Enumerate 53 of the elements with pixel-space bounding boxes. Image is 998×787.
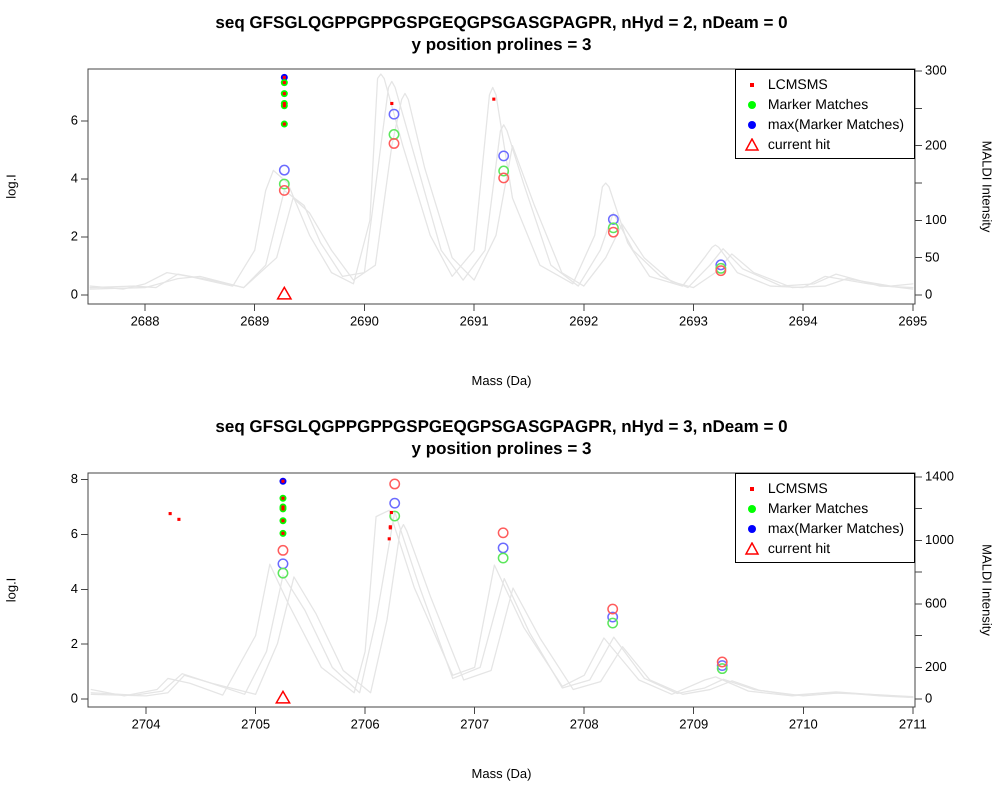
y-tick-label: 6 [70,112,78,128]
chart-subtitle: y position prolines = 3 [410,34,592,56]
y-tick-label: 2 [70,228,78,244]
x-tick-label: 2711 [898,716,927,732]
x-tick-label: 2691 [460,313,489,328]
x-tick-label: 2692 [569,313,598,328]
legend-label: LCMSMS [768,480,828,496]
x-tick-label: 2690 [350,313,379,328]
y-tick-label: 6 [70,526,78,542]
y-tick-label: 8 [70,471,78,486]
x-tick-label: 2693 [678,313,708,328]
legend-label: Marker Matches [768,96,868,112]
x-tick-label: 2689 [240,313,270,328]
x-tick-label: 2709 [679,716,708,732]
y-tick-label: 4 [70,170,78,186]
legend-label: LCMSMS [768,76,828,92]
x-tick-label: 2694 [788,313,818,328]
legend-label: current hit [768,136,830,152]
y2-tick-label: 100 [925,212,947,227]
y2-tick-label: 600 [925,595,947,610]
x-tick-label: 2706 [350,716,380,732]
x-tick-label: 2710 [788,716,818,732]
chart-subtitle: y position prolines = 3 [410,438,592,460]
y-tick-label: 2 [70,636,78,651]
y-tick-label: 0 [70,690,78,706]
chart-title: seq GFSGLQGPPGPPGSPGEQGPSGASGPAGPR, nHyd = 2, nDeam = 0 [214,12,789,34]
y-axis-title: log.I [3,174,18,199]
y-axis-title: log.I [3,578,18,602]
y2-tick-label: 0 [925,690,932,706]
legend-label: max(Marker Matches) [768,520,904,536]
y2-tick-label: 50 [925,249,940,264]
x-tick-label: 2705 [241,716,270,732]
x-axis-title: Mass (Da) [472,372,532,388]
y2-tick-label: 200 [925,658,947,674]
x-axis-title: Mass (Da) [472,766,532,781]
x-tick-label: 2704 [132,716,161,732]
legend-label: current hit [768,540,830,556]
y2-tick-label: 300 [925,62,947,78]
x-tick-label: 2707 [460,716,490,732]
y-tick-label: 4 [70,580,78,596]
x-tick-label: 2708 [570,716,599,732]
x-tick-label: 2695 [898,313,928,328]
x-tick-label: 2688 [130,313,160,328]
y2-tick-label: 200 [925,137,947,152]
y-tick-label: 0 [70,286,78,302]
legend-label: Marker Matches [768,500,868,516]
legend-label: max(Marker Matches) [768,116,904,132]
y2-axis-title: MALDI Intensity [980,140,995,233]
y2-tick-label: 1400 [925,468,954,484]
chart-title: seq GFSGLQGPPGPPGSPGEQGPSGASGPAGPR, nHyd = 3, nDeam = 0 [214,416,789,438]
y2-axis-title: MALDI Intensity [980,544,995,636]
y2-tick-label: 0 [925,286,932,302]
y2-tick-label: 1000 [925,532,954,547]
